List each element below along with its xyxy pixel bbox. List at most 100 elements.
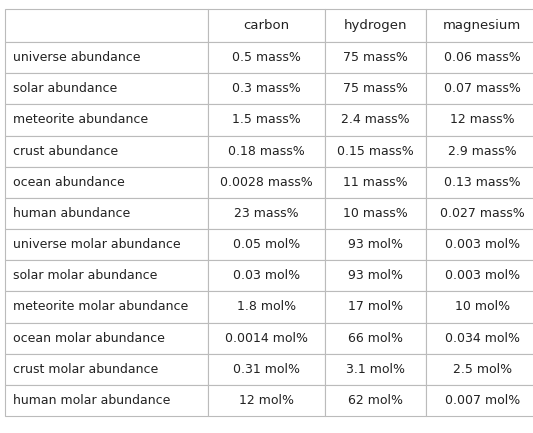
Bar: [426, 323, 533, 354]
Text: 2.5 mol%: 2.5 mol%: [453, 363, 512, 376]
Text: crust abundance: crust abundance: [13, 145, 118, 158]
Text: ocean molar abundance: ocean molar abundance: [13, 332, 165, 345]
Text: 0.13 mass%: 0.13 mass%: [444, 176, 521, 189]
Bar: [5, 42, 208, 73]
Text: 3.1 mol%: 3.1 mol%: [346, 363, 405, 376]
Bar: [325, 73, 426, 104]
Bar: [325, 260, 426, 291]
Text: universe molar abundance: universe molar abundance: [13, 238, 181, 251]
Bar: [325, 42, 426, 73]
Text: 0.15 mass%: 0.15 mass%: [337, 145, 414, 158]
Text: 17 mol%: 17 mol%: [348, 301, 403, 313]
Text: magnesium: magnesium: [443, 19, 521, 32]
Bar: [208, 229, 325, 260]
Text: 0.027 mass%: 0.027 mass%: [440, 207, 525, 220]
Bar: [208, 385, 325, 416]
Bar: [325, 385, 426, 416]
Text: 0.0014 mol%: 0.0014 mol%: [225, 332, 308, 345]
Bar: [426, 229, 533, 260]
Text: 75 mass%: 75 mass%: [343, 51, 408, 64]
Text: human abundance: human abundance: [13, 207, 131, 220]
Bar: [5, 385, 208, 416]
Text: meteorite molar abundance: meteorite molar abundance: [13, 301, 189, 313]
Bar: [325, 291, 426, 323]
Text: solar abundance: solar abundance: [13, 82, 118, 95]
Text: carbon: carbon: [244, 19, 289, 32]
Bar: [5, 354, 208, 385]
Text: 10 mol%: 10 mol%: [455, 301, 510, 313]
Text: 0.03 mol%: 0.03 mol%: [233, 269, 300, 282]
Text: 0.18 mass%: 0.18 mass%: [228, 145, 305, 158]
Bar: [325, 198, 426, 229]
Text: 62 mol%: 62 mol%: [348, 394, 403, 407]
Text: crust molar abundance: crust molar abundance: [13, 363, 159, 376]
Bar: [208, 198, 325, 229]
Text: 1.8 mol%: 1.8 mol%: [237, 301, 296, 313]
Text: universe abundance: universe abundance: [13, 51, 141, 64]
Bar: [5, 323, 208, 354]
Text: 0.034 mol%: 0.034 mol%: [445, 332, 520, 345]
Bar: [208, 260, 325, 291]
Text: 0.06 mass%: 0.06 mass%: [444, 51, 521, 64]
Text: human molar abundance: human molar abundance: [13, 394, 171, 407]
Bar: [325, 167, 426, 198]
Text: 12 mol%: 12 mol%: [239, 394, 294, 407]
Bar: [426, 198, 533, 229]
Text: 93 mol%: 93 mol%: [348, 238, 403, 251]
Text: 0.31 mol%: 0.31 mol%: [233, 363, 300, 376]
Bar: [208, 9, 325, 42]
Bar: [325, 229, 426, 260]
Text: 0.007 mol%: 0.007 mol%: [445, 394, 520, 407]
Bar: [426, 167, 533, 198]
Bar: [325, 9, 426, 42]
Bar: [325, 323, 426, 354]
Text: solar molar abundance: solar molar abundance: [13, 269, 158, 282]
Text: 0.003 mol%: 0.003 mol%: [445, 269, 520, 282]
Bar: [5, 167, 208, 198]
Bar: [5, 291, 208, 323]
Bar: [208, 104, 325, 136]
Bar: [426, 291, 533, 323]
Bar: [5, 136, 208, 167]
Bar: [5, 104, 208, 136]
Bar: [5, 9, 208, 42]
Text: 66 mol%: 66 mol%: [348, 332, 403, 345]
Text: 0.5 mass%: 0.5 mass%: [232, 51, 301, 64]
Text: 12 mass%: 12 mass%: [450, 113, 515, 126]
Text: 0.05 mol%: 0.05 mol%: [233, 238, 300, 251]
Bar: [426, 42, 533, 73]
Bar: [426, 260, 533, 291]
Text: 2.9 mass%: 2.9 mass%: [448, 145, 516, 158]
Bar: [208, 73, 325, 104]
Text: 0.07 mass%: 0.07 mass%: [444, 82, 521, 95]
Bar: [426, 9, 533, 42]
Text: hydrogen: hydrogen: [344, 19, 408, 32]
Bar: [208, 291, 325, 323]
Text: meteorite abundance: meteorite abundance: [13, 113, 149, 126]
Text: 10 mass%: 10 mass%: [343, 207, 408, 220]
Text: 11 mass%: 11 mass%: [343, 176, 408, 189]
Bar: [208, 323, 325, 354]
Bar: [208, 354, 325, 385]
Bar: [5, 229, 208, 260]
Text: 0.003 mol%: 0.003 mol%: [445, 238, 520, 251]
Bar: [426, 73, 533, 104]
Bar: [426, 104, 533, 136]
Text: 93 mol%: 93 mol%: [348, 269, 403, 282]
Bar: [208, 167, 325, 198]
Text: 0.3 mass%: 0.3 mass%: [232, 82, 301, 95]
Bar: [208, 42, 325, 73]
Text: 23 mass%: 23 mass%: [234, 207, 299, 220]
Text: 75 mass%: 75 mass%: [343, 82, 408, 95]
Bar: [5, 260, 208, 291]
Bar: [426, 385, 533, 416]
Bar: [426, 354, 533, 385]
Bar: [5, 73, 208, 104]
Text: 1.5 mass%: 1.5 mass%: [232, 113, 301, 126]
Bar: [325, 136, 426, 167]
Text: ocean abundance: ocean abundance: [13, 176, 125, 189]
Bar: [426, 136, 533, 167]
Text: 0.0028 mass%: 0.0028 mass%: [220, 176, 313, 189]
Text: 2.4 mass%: 2.4 mass%: [342, 113, 410, 126]
Bar: [325, 354, 426, 385]
